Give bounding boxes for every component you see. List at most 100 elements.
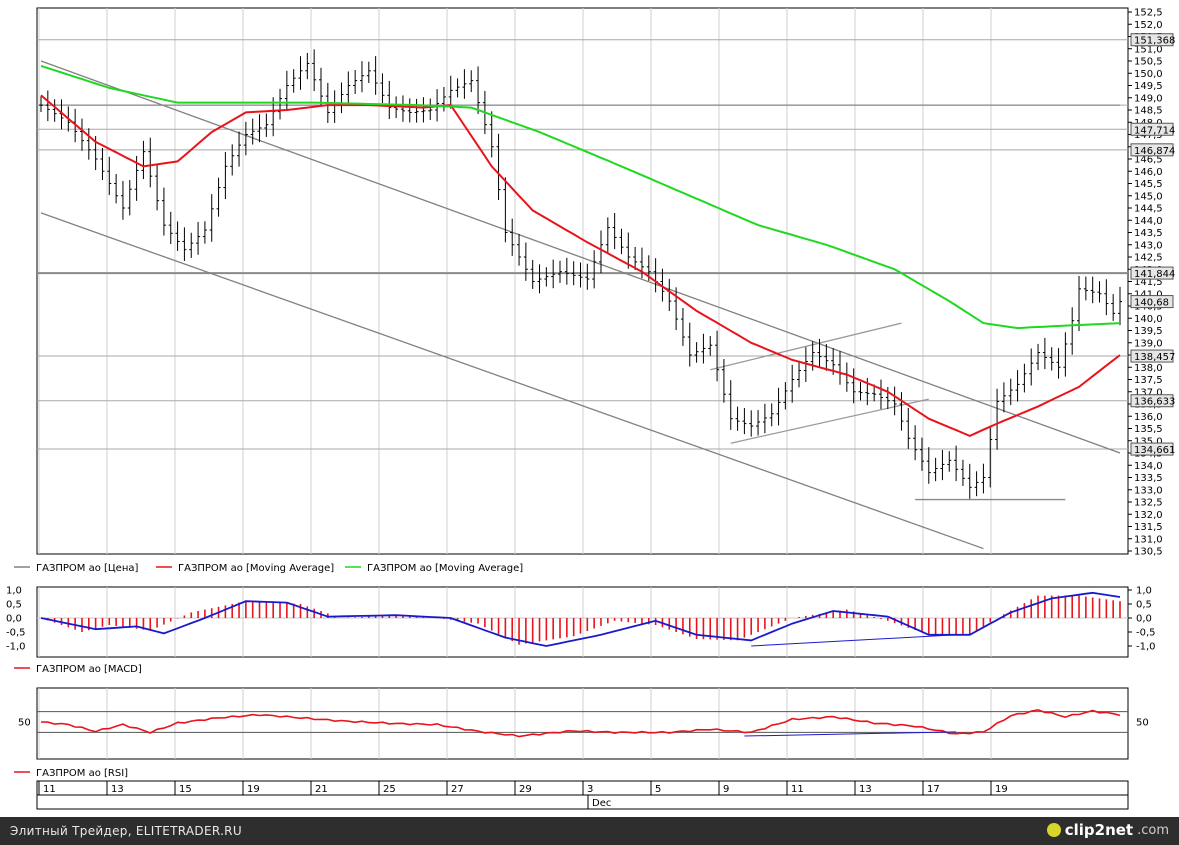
rsi-divergence-line (744, 731, 957, 737)
footer-source-text: Элитный Трейдер, ELITETRADER.RU (10, 824, 242, 838)
x-tick-label: 13 (111, 784, 124, 795)
macd-y-tick-label-left: 1,0 (6, 586, 22, 597)
price-marker-label: 140,68 (1134, 298, 1169, 309)
month-label: Dec (592, 798, 611, 809)
y-tick-label: 136,0 (1134, 412, 1163, 423)
x-tick-label: 13 (859, 784, 872, 795)
y-tick-label: 141,0 (1134, 289, 1163, 300)
price-marker-label: 136,633 (1134, 397, 1175, 408)
y-tick-label: 130,5 (1134, 547, 1163, 558)
y-tick-label: 139,5 (1134, 326, 1163, 337)
x-tick-label: 19 (247, 784, 260, 795)
price-legend: ГАЗПРОМ ао [Цена] ГАЗПРОМ ао [Moving Ave… (14, 563, 523, 574)
y-tick-label: 133,0 (1134, 485, 1163, 496)
y-tick-label: 138,0 (1134, 363, 1163, 374)
y-tick-label: 152,5 (1134, 8, 1163, 19)
y-tick-label: 151,0 (1134, 44, 1163, 55)
y-tick-label: 137,5 (1134, 375, 1163, 386)
y-tick-label: 131,5 (1134, 522, 1163, 533)
y-tick-label: 142,5 (1134, 253, 1163, 264)
macd-legend: ГАЗПРОМ ао [MACD] (14, 664, 142, 675)
y-tick-label: 143,5 (1134, 228, 1163, 239)
price-marker-label: 151,368 (1134, 36, 1175, 47)
trendline (730, 398, 929, 444)
x-tick-label: 9 (723, 784, 729, 795)
y-tick-label: 131,0 (1134, 534, 1163, 545)
macd-y-tick-label-left: -1,0 (6, 642, 26, 653)
y-tick-label: 150,5 (1134, 57, 1163, 68)
price-marker-box (1130, 143, 1174, 157)
clip2net-logo-icon (1046, 823, 1061, 837)
price-marker-box (1130, 442, 1174, 456)
price-marker-box (1130, 33, 1174, 47)
y-tick-label: 132,0 (1134, 510, 1163, 521)
x-tick-label: 5 (655, 784, 661, 795)
moving-average-green-line (40, 64, 1121, 330)
macd-y-tick-label-left: 0,5 (6, 600, 22, 611)
rsi-legend: ГАЗПРОМ ао [RSI] (14, 768, 128, 779)
macd-y-tick-label-right: 1,0 (1136, 586, 1152, 597)
y-tick-label: 149,5 (1134, 81, 1163, 92)
y-tick-label: 146,5 (1134, 155, 1163, 166)
trendline (710, 322, 902, 371)
legend-label-rsi: ГАЗПРОМ ао [RSI] (36, 768, 128, 779)
y-tick-label: 132,5 (1134, 498, 1163, 509)
rsi-line (40, 708, 1121, 738)
y-tick-label: 146,0 (1134, 167, 1163, 178)
price-marker-box (1130, 122, 1174, 136)
price-marker-box (1130, 394, 1174, 408)
rsi-y-tick-label-right: 50 (1136, 718, 1149, 729)
y-tick-label: 134,0 (1134, 461, 1163, 472)
moving-average-red-line (40, 94, 1121, 437)
legend-label-price: ГАЗПРОМ ао [Цена] (36, 563, 138, 574)
footer-brand[interactable]: clip2net .com (1046, 821, 1169, 839)
price-marker-label: 147,714 (1134, 125, 1175, 136)
price-marker-box (1130, 295, 1174, 309)
y-tick-label: 135,0 (1134, 436, 1163, 447)
price-marker-box (1130, 349, 1174, 363)
x-tick-label: 19 (995, 784, 1008, 795)
y-tick-label: 149,0 (1134, 93, 1163, 104)
y-tick-label: 141,5 (1134, 277, 1163, 288)
x-tick-label: 3 (587, 784, 593, 795)
price-marker-label: 134,661 (1134, 445, 1175, 456)
macd-y-tick-label-right: 0,5 (1136, 600, 1152, 611)
rsi-y-tick-label-left: 50 (18, 718, 31, 729)
y-tick-label: 144,0 (1134, 216, 1163, 227)
trendline (40, 212, 984, 550)
y-tick-label: 150,0 (1134, 69, 1163, 80)
x-tick-label: 11 (791, 784, 804, 795)
y-tick-label: 145,0 (1134, 191, 1163, 202)
price-marker-label: 141,844 (1134, 269, 1175, 280)
footer-brand-name: clip2net (1064, 821, 1134, 839)
legend-label-ma-red: ГАЗПРОМ ао [Moving Average] (178, 563, 334, 574)
x-tick-label: 27 (451, 784, 464, 795)
price-marker-label: 138,457 (1134, 352, 1175, 363)
macd-y-tick-label-left: -0,5 (6, 628, 26, 639)
x-tick-label: 25 (383, 784, 396, 795)
x-tick-label: 29 (519, 784, 532, 795)
x-tick-label: 21 (315, 784, 328, 795)
x-tick-label: 17 (927, 784, 940, 795)
y-tick-label: 148,5 (1134, 106, 1163, 117)
price-marker-label: 146,874 (1134, 146, 1175, 157)
legend-label-macd: ГАЗПРОМ ао [MACD] (36, 664, 142, 675)
y-tick-label: 143,0 (1134, 240, 1163, 251)
macd-y-tick-label-left: 0,0 (6, 614, 22, 625)
footer-brand-suffix: .com (1137, 822, 1169, 838)
y-tick-label: 137,0 (1134, 387, 1163, 398)
macd-divergence-line (751, 634, 957, 647)
price-marker-box (1130, 266, 1174, 280)
y-tick-label: 145,5 (1134, 179, 1163, 190)
y-tick-label: 139,0 (1134, 338, 1163, 349)
y-tick-label: 152,0 (1134, 20, 1163, 31)
y-tick-label: 140,0 (1134, 314, 1163, 325)
macd-y-tick-label-right: -1,0 (1136, 642, 1156, 653)
macd-y-tick-label-right: 0,0 (1136, 614, 1152, 625)
macd-signal-line (40, 591, 1121, 647)
macd-y-tick-label-right: -0,5 (1136, 628, 1156, 639)
footer-bar: Элитный Трейдер, ELITETRADER.RU clip2net… (0, 817, 1179, 845)
x-tick-label: 15 (179, 784, 192, 795)
x-tick-label: 11 (43, 784, 56, 795)
